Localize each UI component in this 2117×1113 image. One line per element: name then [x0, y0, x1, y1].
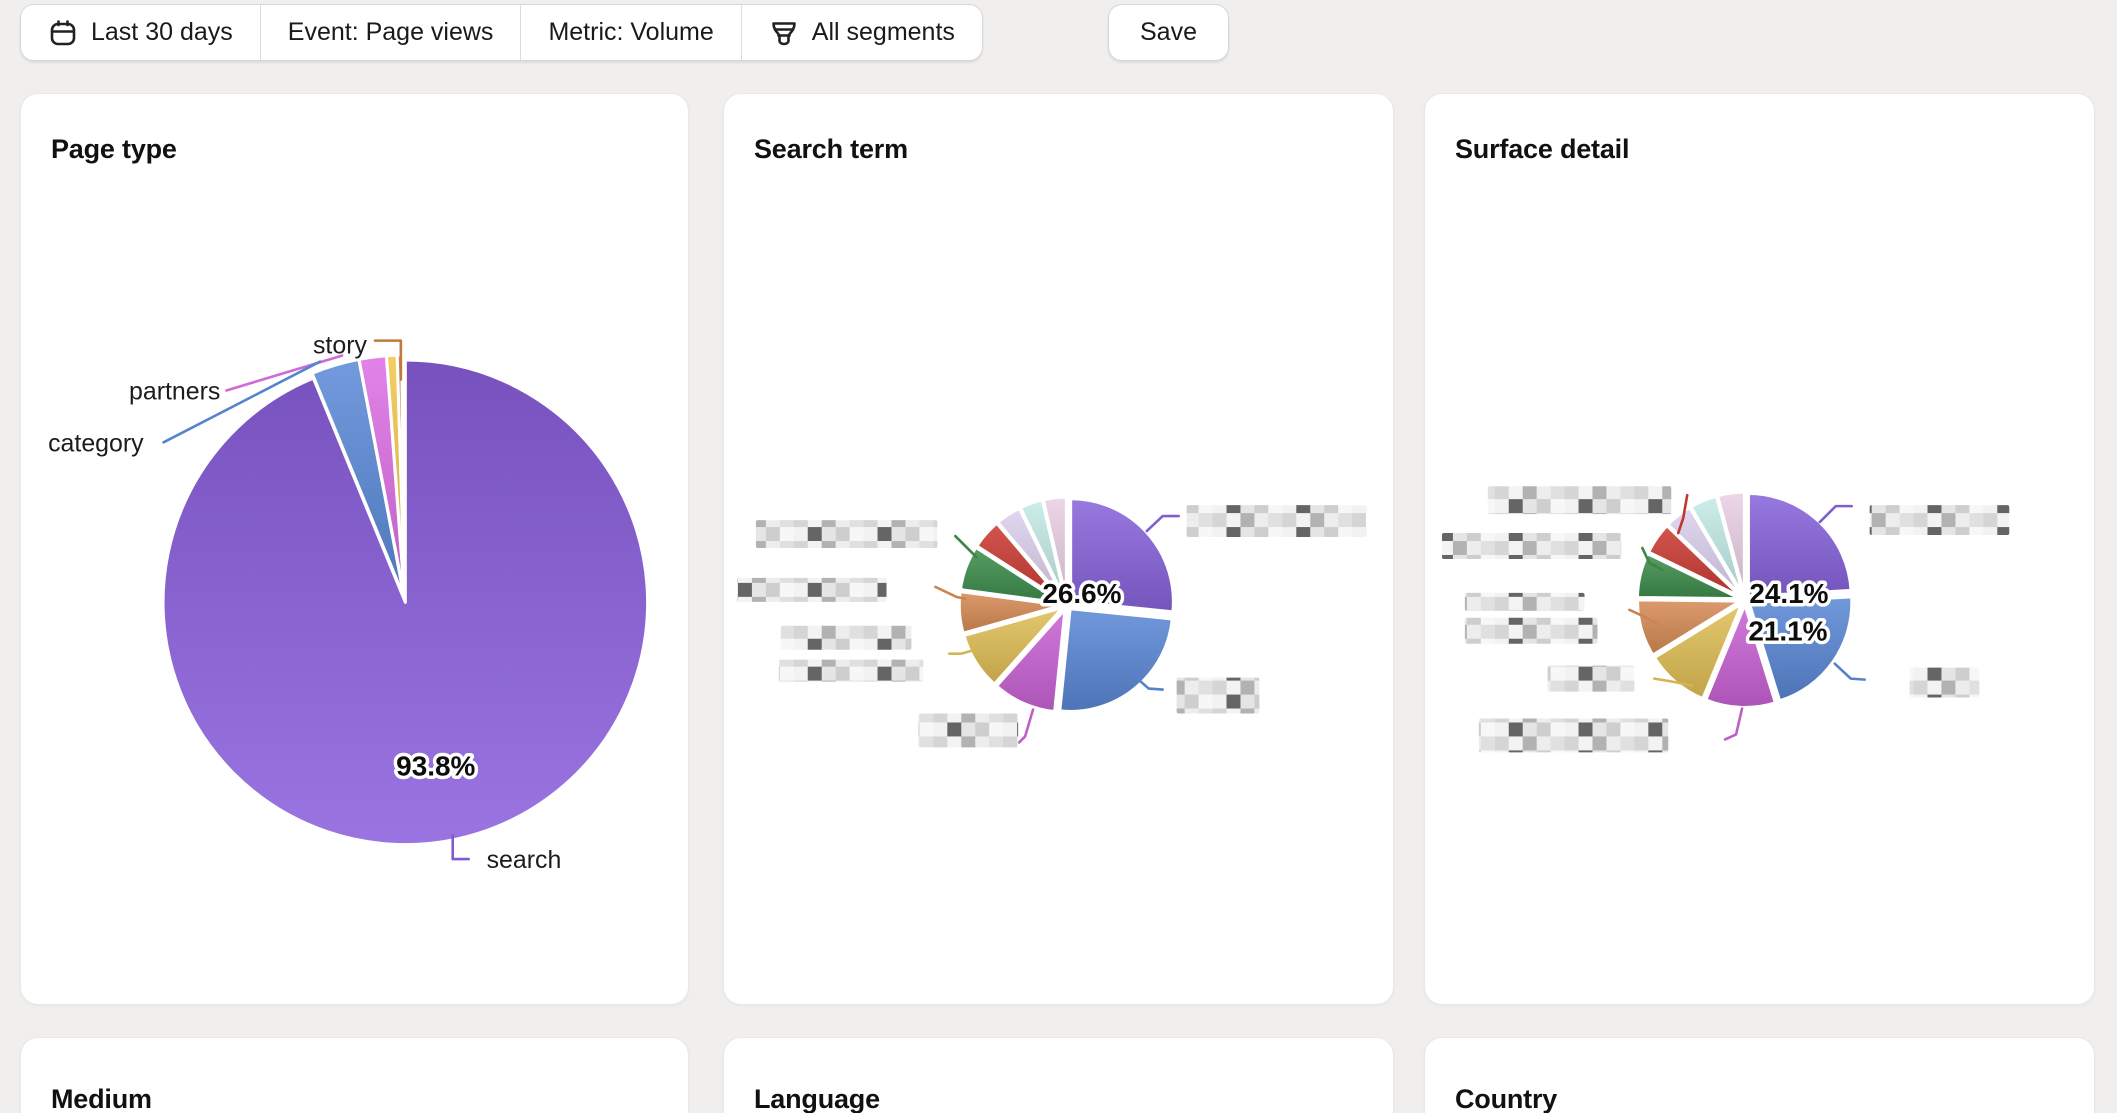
leader-line — [1131, 673, 1164, 691]
leader-line — [162, 360, 322, 444]
slice-callout-label: story — [313, 332, 368, 360]
redacted-label — [778, 659, 924, 682]
pie-slice-slice-2[interactable] — [1058, 607, 1174, 713]
redacted-label — [1478, 718, 1669, 753]
leader-line — [451, 833, 470, 861]
leader-line — [1833, 662, 1866, 681]
metric-filter-label: Metric: Volume — [548, 18, 714, 46]
pie-percent-label: 93.8% — [396, 750, 475, 781]
card-surface-detail: 24.1% 21.1% Surface detail — [1424, 93, 2095, 1005]
slice-callout-label: search — [487, 846, 562, 874]
slice-callout-label: category — [48, 429, 144, 457]
card-country: Country — [1424, 1037, 2095, 1113]
redacted-label — [780, 625, 912, 650]
redacted-label — [1176, 677, 1260, 714]
segments-filter-label: All segments — [811, 18, 955, 46]
redacted-label — [1186, 505, 1367, 538]
card-title-page-type: Page type — [51, 134, 177, 164]
pie-slice-slice-1[interactable] — [1069, 497, 1175, 614]
save-button[interactable]: Save — [1108, 4, 1229, 61]
card-title-surface-detail: Surface detail — [1455, 134, 1630, 164]
date-range-button[interactable]: Last 30 days — [21, 5, 260, 60]
calendar-icon — [50, 19, 76, 45]
leader-line — [1723, 707, 1744, 741]
pie-chart-surface-detail: 24.1% 21.1% — [1441, 486, 2010, 753]
pie-slice-slice-3[interactable] — [1704, 603, 1777, 709]
pie-slice-slice-2[interactable] — [1747, 595, 1854, 703]
leader-line — [1676, 493, 1689, 535]
leader-line — [373, 339, 403, 381]
redacted-label — [918, 713, 1019, 748]
redacted-label — [755, 520, 938, 549]
card-title-country: Country — [1455, 1084, 1558, 1113]
redacted-label — [1547, 665, 1635, 692]
redacted-label — [736, 577, 887, 602]
redacted-label — [1487, 486, 1672, 515]
segments-icon — [771, 21, 796, 45]
redacted-label — [1869, 505, 2010, 536]
redacted-label — [1464, 592, 1585, 611]
card-page-type: story partners category search 93.8% Page ty… — [20, 93, 689, 1005]
card-language: Language — [723, 1037, 1394, 1113]
pie-slice-slice-5[interactable] — [1636, 598, 1742, 657]
pie-slice-slice-4[interactable] — [962, 606, 1065, 686]
pie-chart-search-term: 26.6% — [736, 495, 1367, 748]
card-title-language: Language — [754, 1084, 880, 1113]
pie-percent-label: 26.6% — [1042, 578, 1121, 609]
pie-slice-slice-10[interactable] — [1041, 495, 1068, 602]
filter-bar: Last 30 days Event: Page views Metric: V… — [20, 4, 983, 61]
pie-percent-label: 24.1% — [1749, 578, 1828, 609]
date-range-label: Last 30 days — [91, 18, 233, 46]
leader-line — [1818, 504, 1854, 524]
card-title-medium: Medium — [51, 1084, 152, 1113]
event-filter-label: Event: Page views — [287, 18, 494, 46]
card-medium: Medium — [20, 1037, 689, 1113]
leader-line — [1628, 608, 1659, 626]
redacted-label — [1464, 617, 1598, 644]
pie-slice-slice-5[interactable] — [957, 590, 1064, 635]
leader-line — [954, 534, 978, 559]
pie-slice-slice-6[interactable] — [958, 546, 1064, 605]
leader-line — [948, 648, 977, 655]
card-search-term: 26.6% Search term — [723, 93, 1394, 1005]
leader-line — [1653, 677, 1694, 687]
pie-slice-slice-10[interactable] — [1716, 490, 1746, 597]
redacted-label — [1909, 667, 1980, 698]
leader-line — [225, 354, 344, 392]
leader-line — [1017, 708, 1035, 744]
event-filter-button[interactable]: Event: Page views — [259, 5, 521, 60]
pie-slice-slice-6[interactable] — [1635, 552, 1742, 601]
redacted-label — [1441, 533, 1622, 559]
leader-line — [1641, 546, 1664, 572]
leader-line — [1145, 514, 1180, 533]
pie-slice-slice-3[interactable] — [995, 607, 1067, 714]
segments-filter-button[interactable]: All segments — [740, 5, 982, 60]
slice-callout-label: partners — [129, 377, 220, 405]
pie-percent-label: 21.1% — [1748, 616, 1827, 647]
card-title-search-term: Search term — [754, 134, 908, 164]
pie-chart-page-type: story partners category search 93.8% — [48, 332, 650, 874]
leader-line — [934, 585, 967, 601]
metric-filter-button[interactable]: Metric: Volume — [520, 5, 741, 60]
